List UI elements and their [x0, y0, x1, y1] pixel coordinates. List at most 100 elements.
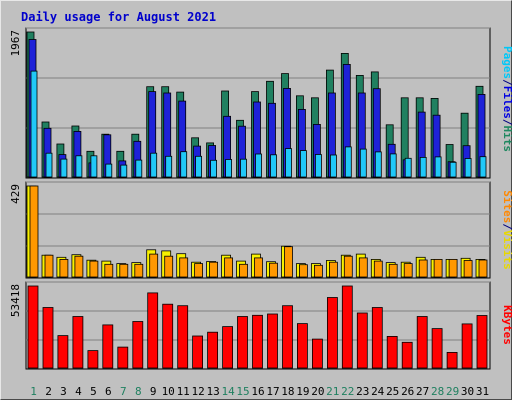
x-tick-label: 12: [191, 385, 204, 398]
legend-item: Visits: [501, 230, 512, 270]
legend: Pages/Files/Hits: [501, 46, 512, 152]
bar-pages-day-12: [195, 155, 203, 178]
bar-pages-day-6: [105, 163, 113, 178]
x-tick-label: 22: [341, 385, 354, 398]
bar-pages-day-23: [359, 148, 367, 178]
x-tick-label: 24: [371, 385, 385, 398]
y-max-label: 53418: [9, 284, 22, 317]
bar-kbytes-day-16: [252, 314, 263, 369]
bar-sites-day-10: [164, 255, 174, 278]
bar-kbytes-day-14: [222, 326, 234, 369]
series-sites: [29, 185, 488, 278]
x-tick-label: 30: [461, 385, 474, 398]
bar-pages-day-17: [270, 154, 277, 178]
bar-pages-day-29: [449, 161, 457, 178]
x-tick-label: 25: [386, 385, 399, 398]
bar-pages-day-3: [60, 158, 68, 178]
bar-sites-day-12: [194, 263, 204, 278]
x-tick-label: 9: [150, 385, 157, 398]
bar-sites-day-27: [418, 259, 428, 278]
bar-kbytes-day-19: [296, 323, 308, 369]
x-tick-label: 6: [105, 385, 112, 398]
bar-pages-day-31: [479, 156, 487, 178]
x-tick-label: 4: [75, 385, 82, 398]
x-tick-label: 16: [251, 385, 264, 398]
x-tick-label: 5: [90, 385, 97, 398]
legend-separator: /: [501, 79, 512, 86]
bar-pages-day-19: [299, 150, 307, 178]
bar-pages-day-1: [30, 70, 38, 178]
bar-kbytes-day-20: [311, 338, 323, 369]
bar-pages-day-30: [464, 158, 472, 178]
bar-sites-day-21: [328, 261, 338, 278]
x-tick-label: 1: [30, 385, 37, 398]
bar-sites-day-22: [343, 255, 353, 278]
legend-item: Files: [501, 86, 512, 119]
series-kbytes: [27, 285, 488, 369]
bar-pages-day-26: [404, 157, 412, 178]
x-tick-label: 18: [281, 385, 294, 398]
bar-kbytes-day-6: [102, 324, 114, 369]
bar-kbytes-day-28: [431, 328, 443, 369]
bar-sites-day-11: [179, 257, 189, 278]
bar-sites-day-3: [59, 258, 69, 278]
x-tick-label: 28: [431, 385, 444, 398]
x-tick-label: 23: [356, 385, 369, 398]
bar-kbytes-day-17: [267, 313, 278, 369]
bar-pages-day-14: [225, 159, 233, 178]
bar-kbytes-day-18: [282, 305, 293, 369]
x-tick-label: 11: [177, 385, 190, 398]
bar-pages-day-25: [389, 153, 397, 178]
x-tick-label: 29: [446, 385, 459, 398]
bar-kbytes-day-31: [476, 315, 488, 369]
bar-sites-day-14: [224, 257, 234, 278]
legend: Sites/Visits: [501, 190, 512, 270]
x-tick-label: 20: [311, 385, 324, 398]
bar-kbytes-day-23: [356, 312, 368, 369]
bar-pages-day-21: [329, 154, 337, 178]
panel-visits-sites: 429 Sites/Visits: [9, 181, 512, 279]
bar-pages-day-28: [434, 156, 442, 178]
bar-pages-day-22: [344, 146, 352, 178]
bar-kbytes-day-22: [341, 285, 353, 369]
legend-item: Sites: [501, 190, 512, 223]
legend: KBytes: [501, 305, 512, 345]
bar-sites-day-5: [89, 260, 99, 278]
x-tick-label: 31: [476, 385, 489, 398]
bar-sites-day-31: [478, 259, 488, 278]
bar-sites-day-2: [44, 254, 54, 278]
x-tick-label: 19: [296, 385, 309, 398]
bar-sites-day-30: [463, 260, 473, 278]
x-tick-label: 8: [135, 385, 142, 398]
bar-kbytes-day-24: [371, 307, 383, 369]
bar-kbytes-day-7: [117, 346, 129, 369]
bar-kbytes-day-13: [207, 331, 219, 369]
bar-kbytes-day-29: [446, 351, 458, 369]
bar-sites-day-16: [254, 257, 263, 278]
x-tick-label: 14: [221, 385, 235, 398]
bar-sites-day-7: [119, 263, 129, 278]
x-tick-label: 17: [266, 385, 279, 398]
legend-separator: /: [501, 223, 512, 230]
bar-kbytes-day-5: [87, 350, 99, 369]
bar-sites-day-17: [269, 262, 278, 278]
bar-kbytes-day-3: [57, 335, 69, 369]
bar-pages-day-20: [314, 154, 322, 178]
bar-pages-day-24: [374, 151, 382, 178]
legend-item: KBytes: [501, 305, 512, 345]
legend-separator: /: [501, 119, 512, 126]
bar-sites-day-20: [313, 264, 323, 278]
bar-sites-day-26: [403, 263, 413, 278]
bar-sites-day-25: [388, 263, 398, 278]
bar-sites-day-23: [358, 257, 368, 278]
bar-sites-day-24: [373, 260, 383, 278]
legend-item: Pages: [501, 46, 512, 79]
bar-sites-day-8: [134, 263, 144, 278]
bar-pages-day-7: [120, 164, 128, 178]
x-tick-label: 26: [401, 385, 414, 398]
bar-kbytes-day-27: [416, 316, 428, 369]
bar-kbytes-day-30: [461, 323, 473, 369]
bar-pages-day-9: [150, 152, 158, 178]
